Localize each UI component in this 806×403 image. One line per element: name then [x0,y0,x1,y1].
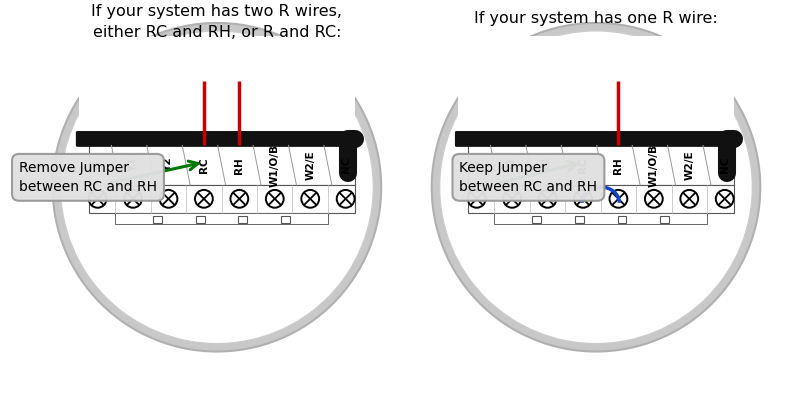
FancyBboxPatch shape [455,131,737,147]
Bar [196,216,205,222]
FancyBboxPatch shape [76,131,358,147]
Text: G: G [472,161,482,169]
Circle shape [538,190,556,208]
Text: If your system has one R wire:: If your system has one R wire: [474,12,718,27]
Bar [281,216,290,222]
Text: W2/E: W2/E [305,150,315,180]
Circle shape [432,23,760,351]
Bar [467,185,733,213]
Text: RH: RH [613,157,623,174]
Bar [617,216,626,222]
Circle shape [716,190,733,208]
Bar [153,216,162,222]
Bar [467,145,733,185]
Bar [575,216,584,222]
Circle shape [89,190,106,208]
Circle shape [609,190,627,208]
Circle shape [467,190,485,208]
Text: W1/O/B: W1/O/B [649,143,659,187]
Text: RC: RC [578,157,588,173]
Text: G: G [93,161,102,169]
Circle shape [645,190,663,208]
Text: Keep Jumper
between RC and RH: Keep Jumper between RC and RH [459,161,597,194]
Text: Y2: Y2 [542,158,553,172]
Text: NC: NC [341,157,351,173]
Circle shape [231,190,248,208]
Text: Y1: Y1 [507,158,517,172]
Text: RC: RC [199,157,209,173]
Circle shape [52,23,381,351]
Circle shape [301,190,319,208]
Text: RH: RH [235,157,244,174]
Bar [239,216,247,222]
Text: NC: NC [720,157,729,173]
Text: Remove Jumper
between RC and RH: Remove Jumper between RC and RH [19,161,157,194]
Bar [79,36,355,145]
Circle shape [337,190,355,208]
Text: W2/E: W2/E [684,150,694,180]
Circle shape [124,190,142,208]
Bar [533,216,542,222]
Circle shape [574,190,592,208]
Circle shape [266,190,284,208]
Bar [459,36,733,145]
Bar [89,145,355,185]
Circle shape [680,190,698,208]
Text: W1/O/B: W1/O/B [270,143,280,187]
Text: If your system has two R wires,
either RC and RH, or R and RC:: If your system has two R wires, either R… [91,4,343,40]
Circle shape [60,31,373,344]
Circle shape [195,190,213,208]
Text: Y1: Y1 [128,158,138,172]
Text: Y2: Y2 [164,158,173,172]
Circle shape [160,190,177,208]
Bar [660,216,669,222]
Bar [494,213,707,224]
Bar [115,213,328,224]
Bar [89,185,355,213]
Circle shape [439,31,752,344]
Circle shape [503,190,521,208]
